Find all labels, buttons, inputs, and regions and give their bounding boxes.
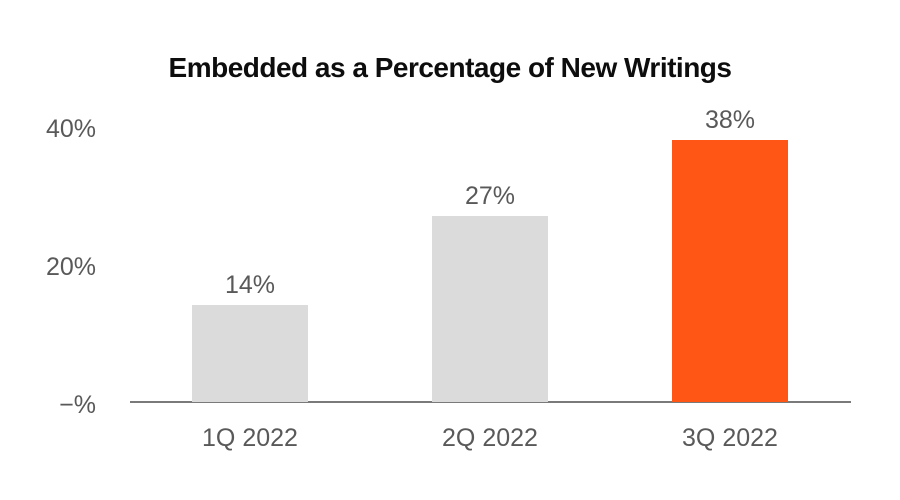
y-axis-tick-label-40: 40%: [45, 115, 96, 143]
x-axis-category-label: 1Q 2022: [202, 424, 298, 452]
x-axis-category-label: 2Q 2022: [442, 424, 538, 452]
x-axis-category-label: 3Q 2022: [682, 424, 778, 452]
bar-value-label: 27%: [464, 182, 516, 210]
bar-value-label: 14%: [224, 271, 276, 299]
bar-2q-2022: [432, 216, 548, 402]
y-axis-tick-label-20: 20%: [45, 253, 96, 281]
bar-1q-2022: [192, 305, 308, 402]
y-axis-tick-label-zero: −%: [59, 391, 96, 419]
chart-title: Embedded as a Percentage of New Writings: [168, 52, 732, 83]
bar-3q-2022: [672, 140, 788, 402]
bar-value-label: 38%: [704, 106, 756, 134]
x-axis-line: [130, 401, 851, 403]
